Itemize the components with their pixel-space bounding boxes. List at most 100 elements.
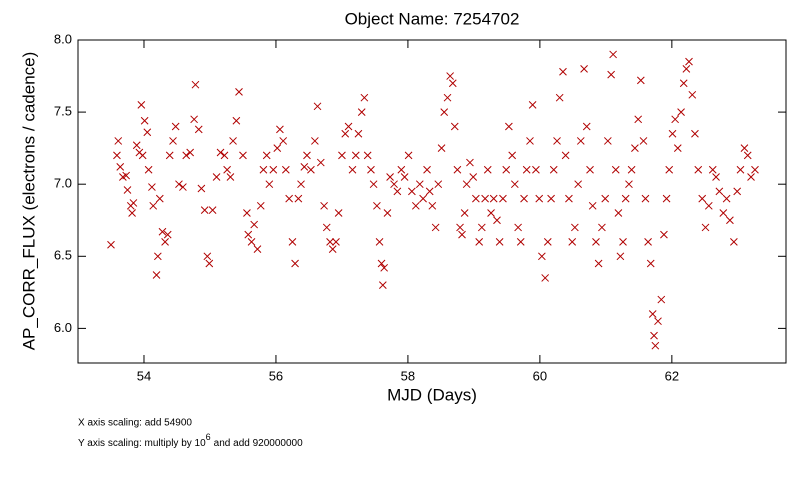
point [229,137,237,145]
point [191,80,200,89]
point [588,201,597,210]
point [594,259,603,268]
point [460,209,469,217]
point [609,50,617,59]
point [386,173,394,181]
point [712,173,720,181]
point [328,245,337,253]
point [601,194,610,203]
point [357,108,366,116]
point [469,173,478,181]
point [216,148,225,157]
point [419,194,427,203]
point [161,238,169,246]
point [679,79,688,88]
point [458,230,466,239]
point [197,184,206,193]
point [269,165,278,174]
point [514,223,522,232]
point [348,165,357,174]
point [397,165,406,174]
point [446,72,454,80]
point [226,173,235,181]
point [568,238,577,246]
point [393,187,402,196]
point [320,201,328,210]
point [107,240,115,249]
x-tick-label: 62 [665,368,679,383]
point [354,129,363,138]
point [528,101,537,109]
point [212,173,221,181]
point [607,70,615,79]
point [220,151,229,160]
point [163,230,172,239]
point [561,151,570,160]
plot-frame [77,39,787,364]
point [646,259,655,268]
y-tick-label: 6.0 [54,320,72,335]
point [411,201,420,210]
point [152,271,161,279]
point [559,67,567,76]
point [627,165,636,174]
point [520,194,528,203]
y-tick-label: 8.0 [54,31,72,46]
point [440,108,449,116]
point [543,238,552,246]
point [576,137,585,145]
point [431,223,440,232]
point [450,122,459,131]
point [143,128,152,137]
point [726,216,734,225]
point [153,252,162,261]
point [740,144,749,153]
point [650,331,658,340]
point [116,163,125,171]
point [123,186,132,194]
point [265,180,274,189]
point [375,238,384,246]
point [616,252,625,261]
point [344,122,353,131]
point [448,79,457,88]
point [743,151,752,160]
point [408,187,416,196]
point [129,199,138,207]
point [651,341,660,350]
point [425,187,434,196]
point [682,64,691,73]
point [415,180,424,189]
point [510,180,519,189]
point [553,137,561,145]
point [179,183,187,191]
point [508,151,517,160]
point [733,187,742,196]
point [132,141,141,150]
point [502,165,511,174]
point [598,223,606,232]
x-axis-label: MJD (Days) [387,385,477,404]
point [205,259,214,268]
point [373,201,381,210]
point [223,165,231,174]
point [535,194,544,203]
point [619,238,627,246]
point [636,76,645,85]
point [685,57,693,66]
point [662,194,671,203]
point [208,206,217,215]
point [377,259,386,268]
point [715,187,724,196]
point [378,281,387,289]
y-axis-label: AP_CORR_FLUX (electrons / cadence) [19,52,38,351]
point [165,151,174,160]
y-scaling-rest: and add 920000000 [214,438,303,449]
point [360,93,369,102]
point [351,151,360,160]
point [148,183,156,191]
point [487,209,495,217]
point [443,93,452,102]
point [673,144,682,153]
point [648,310,657,318]
